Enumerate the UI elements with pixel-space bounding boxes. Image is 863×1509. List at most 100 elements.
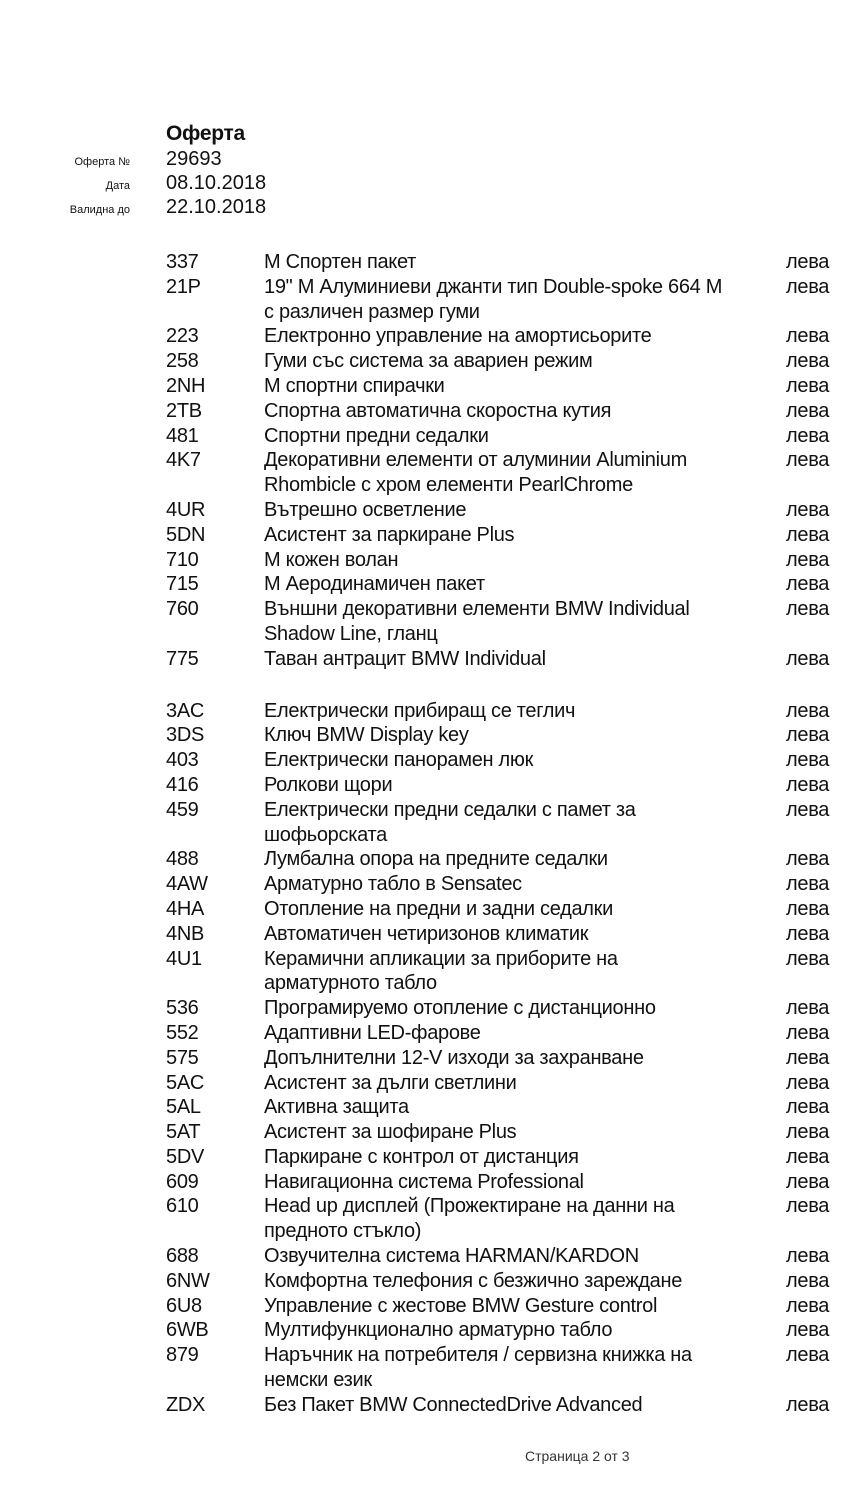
valid-until-label: Валидна до — [69, 204, 130, 216]
option-price: лева — [786, 922, 830, 945]
option-row: 403 Електрически панорамен люк лева — [0, 748, 863, 773]
option-code: 879 — [166, 1344, 199, 1367]
option-description: М спортни спирачки — [264, 374, 445, 397]
option-price: лева — [786, 449, 830, 472]
option-row: 879 Наръчник на потребителя / сервизна кн… — [0, 1343, 863, 1393]
option-row: 2TB Спортна автоматична скоростна кутия ле… — [0, 399, 863, 424]
option-code: 6U8 — [166, 1294, 202, 1317]
option-row: 2NH М спортни спирачки лева — [0, 374, 863, 399]
option-code: 223 — [166, 325, 199, 348]
option-code: 688 — [166, 1245, 199, 1268]
option-price: лева — [786, 498, 830, 521]
option-row: 459 Електрически предни седалки с памет з… — [0, 798, 863, 848]
date-row: Дата 08.10.2018 — [0, 172, 400, 198]
offer-number-label: Оферта № — [74, 156, 131, 168]
option-price: лева — [786, 873, 830, 896]
option-description: Паркиране с контрол от дистанция — [264, 1145, 579, 1168]
option-price: лева — [786, 1319, 830, 1342]
option-row: 5AT Асистент за шофиране Plus лева — [0, 1120, 863, 1145]
option-description: Озвучителна система HARMAN/KARDON — [264, 1245, 639, 1268]
option-code: 5DN — [166, 523, 206, 546]
option-price: лева — [786, 647, 830, 670]
option-code: 536 — [166, 997, 199, 1020]
option-row: 6NW Комфортна телефония с безжично зарежд… — [0, 1269, 863, 1294]
option-row: 5AC Асистент за дълги светлини лева — [0, 1071, 863, 1096]
option-row: 688 Озвучителна система HARMAN/KARDON лева — [0, 1244, 863, 1269]
option-row: 710 М кожен волан лева — [0, 548, 863, 573]
option-description: Програмируемо отопление с дистанционно — [264, 997, 656, 1020]
option-price: лева — [786, 1046, 830, 1069]
option-code: 416 — [166, 773, 199, 796]
offer-number-row: Оферта № 29693 — [0, 148, 400, 174]
option-code: 21P — [166, 275, 201, 298]
option-row: 760 Външни декоративни елементи BMW Indiv… — [0, 597, 863, 647]
option-description: Спортна автоматична скоростна кутия — [264, 399, 612, 422]
option-row: 223 Електронно управление на амортисьорит… — [0, 324, 863, 349]
option-row: 4NB Автоматичен четиризонов климатик лева — [0, 922, 863, 947]
option-price: лева — [786, 749, 830, 772]
option-description: Асистент за дълги светлини — [264, 1071, 517, 1094]
option-row: 21P 19" М Алуминиеви джанти тип Double-sp… — [0, 275, 863, 325]
option-description: Спортни предни седалки — [264, 424, 489, 447]
option-price: лева — [786, 523, 830, 546]
option-description: 19" М Алуминиеви джанти тип Double-spoke… — [264, 275, 723, 323]
option-row: 4UR Вътрешно осветление лева — [0, 498, 863, 523]
option-row: 610 Head up дисплей (Прожектиране на данн… — [0, 1194, 863, 1244]
option-description: Допълнителни 12-V изходи за захранване — [264, 1046, 644, 1069]
option-row: 337 М Спортен пакет лева — [0, 250, 863, 275]
option-description: Керамични апликации за приборите на арма… — [264, 947, 618, 995]
page-title: Оферта — [166, 122, 245, 145]
option-price: лева — [786, 997, 830, 1020]
option-code: 609 — [166, 1170, 199, 1193]
valid-until-row: Валидна до 22.10.2018 — [0, 196, 400, 222]
option-description: Асистент за паркиране Plus — [264, 523, 515, 546]
option-row: 775 Таван антрацит BMW Individual лева — [0, 647, 863, 672]
option-code: 403 — [166, 749, 199, 772]
options-list: 337 М Спортен пакет лева 21P 19" М Алуминиев… — [0, 250, 863, 1418]
option-code: 760 — [166, 598, 199, 621]
option-description: Електрически панорамен люк — [264, 749, 534, 772]
option-price: лева — [786, 1393, 830, 1416]
option-description: Комфортна телефония с безжично зареждане — [264, 1269, 683, 1292]
option-code: 5AT — [166, 1121, 201, 1144]
option-row: 488 Лумбална опора на предните седалки лев… — [0, 847, 863, 872]
option-description: Адаптивни LED-фарове — [264, 1021, 481, 1044]
option-price: лева — [786, 548, 830, 571]
option-price: лева — [786, 598, 830, 621]
option-price: лева — [786, 325, 830, 348]
option-description: Електрически предни седалки с памет за ш… — [264, 798, 636, 846]
option-description: Външни декоративни елементи BMW Individu… — [264, 598, 690, 645]
option-price: лева — [786, 1170, 830, 1193]
option-price: лева — [786, 251, 830, 273]
option-row: 4K7 Декоративни елементи от алуминии Alum… — [0, 448, 863, 498]
option-description: Без Пакет BMW ConnectedDrive Advanced — [264, 1393, 643, 1416]
option-price: лева — [786, 275, 830, 298]
option-code: 2TB — [166, 399, 202, 422]
option-price: лева — [786, 1071, 830, 1094]
option-price: лева — [786, 798, 830, 821]
option-code: 6WB — [166, 1319, 209, 1342]
option-description: Навигационна система Professional — [264, 1170, 584, 1193]
option-code: 481 — [166, 424, 199, 447]
option-price: лева — [786, 699, 830, 722]
option-price: лева — [786, 374, 830, 397]
option-row: 3DS Ключ BMW Display key лева — [0, 723, 863, 748]
option-description: Автоматичен четиризонов климатик — [264, 922, 589, 945]
page-number: Страница 2 от 3 — [525, 1448, 630, 1464]
option-description: Асистент за шофиране Plus — [264, 1121, 517, 1144]
option-description: Head up дисплей (Прожектиране на данни н… — [264, 1195, 675, 1243]
option-row: 4AW Арматурно табло в Sensatec лева — [0, 872, 863, 897]
option-row: 5AL Активна защита лева — [0, 1095, 863, 1120]
option-price: лева — [786, 773, 830, 796]
option-row: 3AC Електрически прибиращ се теглич лева — [0, 699, 863, 724]
option-code: 3DS — [166, 724, 205, 747]
option-description: Лумбална опора на предните седалки — [264, 848, 608, 871]
option-description: Мултифункционално арматурно табло — [264, 1319, 613, 1342]
option-description: Отопление на предни и задни седалки — [264, 897, 613, 920]
option-row: 416 Ролкови щори лева — [0, 773, 863, 798]
date-value: 08.10.2018 — [166, 172, 267, 194]
date-label: Дата — [105, 180, 130, 192]
option-price: лева — [786, 1195, 830, 1218]
offer-number-value: 29693 — [166, 148, 222, 170]
option-price: лева — [786, 573, 830, 596]
